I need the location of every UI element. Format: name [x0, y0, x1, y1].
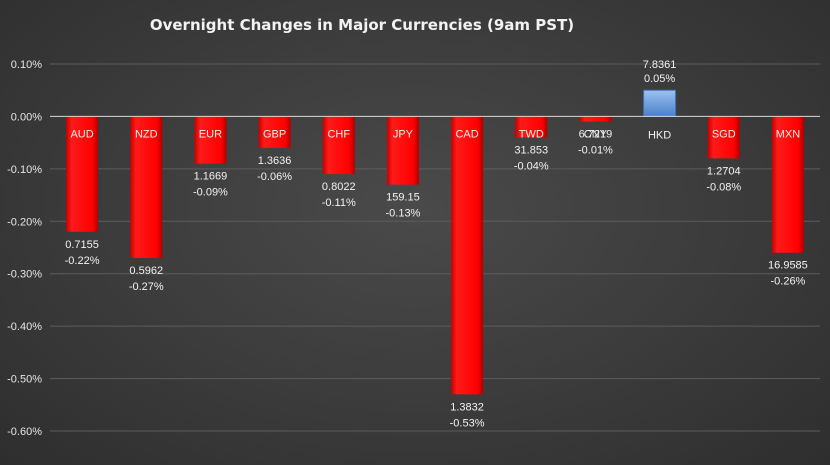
gridlines [50, 63, 820, 432]
category-label-gbp: GBP [263, 128, 286, 140]
labels: AUD 0.7155 -0.22% NZD 0.5962 -0.27% EUR 1.1669 -… [65, 59, 808, 429]
category-label-cad: CAD [455, 128, 478, 140]
category-label-nzd: NZD [135, 128, 158, 140]
bar-cny [579, 116, 612, 122]
category-label-hkd: HKD [648, 129, 671, 141]
pct-label-hkd: 0.05% [644, 73, 675, 85]
category-label-eur: EUR [199, 128, 222, 140]
bar-eur [194, 116, 227, 164]
y-tick-label: 0.10% [11, 59, 42, 71]
category-label-twd: TWD [519, 128, 544, 140]
rate-label-cny: 6.7219 [579, 129, 613, 141]
pct-label-aud: -0.22% [65, 255, 100, 267]
rate-label-sgd: 1.2704 [707, 165, 741, 177]
bar-cad [451, 116, 484, 395]
bar-twd [515, 116, 548, 138]
bar-mxn [771, 116, 804, 253]
y-tick-label: -0.30% [7, 269, 42, 281]
category-label-sgd: SGD [712, 128, 736, 140]
y-tick-label: -0.20% [7, 216, 42, 228]
category-label-mxn: MXN [776, 128, 801, 140]
bar-aud [66, 116, 99, 232]
category-label-cny: CNY [584, 128, 608, 140]
rate-label-hkd: 7.8361 [643, 59, 677, 71]
rate-label-chf: 0.8022 [322, 181, 356, 193]
y-tick-label: -0.40% [7, 321, 42, 333]
category-label-chf: CHF [327, 128, 350, 140]
category-label-jpy: JPY [393, 128, 414, 140]
rate-label-aud: 0.7155 [65, 239, 99, 251]
bar-jpy [386, 116, 419, 185]
pct-label-twd: -0.04% [514, 160, 549, 172]
y-axis-ticks: 0.10% 0.00% -0.10% -0.20% -0.30% -0.40% -0.50%… [7, 59, 42, 438]
rate-label-gbp: 1.3636 [258, 155, 292, 167]
y-tick-label: -0.60% [7, 426, 42, 438]
y-tick-label: 0.00% [11, 111, 42, 123]
bar-gbp [258, 116, 291, 148]
pct-label-cny: -0.01% [578, 145, 613, 157]
pct-label-nzd: -0.27% [129, 281, 164, 293]
rate-label-jpy: 159.15 [386, 192, 420, 204]
pct-label-sgd: -0.08% [706, 181, 741, 193]
pct-label-mxn: -0.26% [770, 276, 805, 288]
pct-label-chf: -0.11% [322, 197, 356, 209]
chart-title: Overnight Changes in Major Currencies (9… [150, 16, 574, 34]
pct-label-cad: -0.53% [450, 417, 485, 429]
bar-hkd [643, 89, 677, 117]
bar-sgd [707, 116, 740, 159]
y-tick-label: -0.10% [7, 164, 42, 176]
y-tick-label: -0.50% [7, 374, 42, 386]
rate-label-mxn: 16.9585 [768, 260, 808, 272]
bar-chf [322, 116, 355, 175]
bar-nzd [130, 116, 163, 258]
category-label-aud: AUD [70, 128, 93, 140]
rate-label-cad: 1.3832 [450, 401, 484, 413]
rate-label-nzd: 0.5962 [129, 265, 163, 277]
rate-label-eur: 1.1669 [194, 171, 228, 183]
pct-label-jpy: -0.13% [385, 208, 420, 220]
pct-label-eur: -0.09% [193, 187, 228, 199]
rate-label-twd: 31.853 [514, 144, 548, 156]
pct-label-gbp: -0.06% [257, 171, 292, 183]
bars [66, 89, 804, 395]
